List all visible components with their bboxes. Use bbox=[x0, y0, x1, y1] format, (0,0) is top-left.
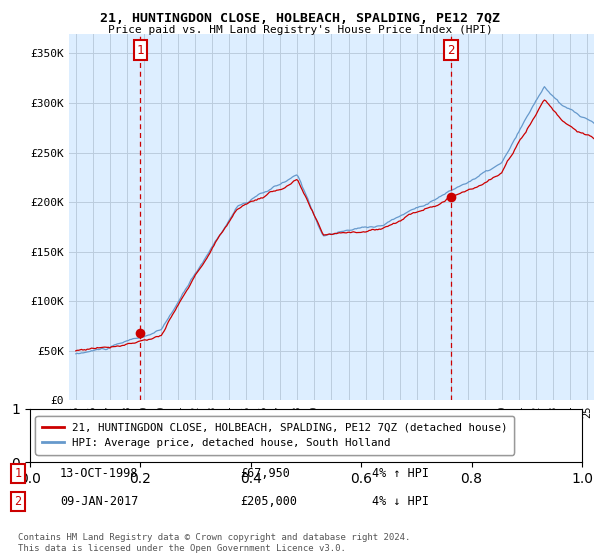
Text: 2: 2 bbox=[448, 44, 455, 57]
Text: 21, HUNTINGDON CLOSE, HOLBEACH, SPALDING, PE12 7QZ: 21, HUNTINGDON CLOSE, HOLBEACH, SPALDING… bbox=[100, 12, 500, 25]
Text: 2: 2 bbox=[14, 494, 22, 508]
Legend: 21, HUNTINGDON CLOSE, HOLBEACH, SPALDING, PE12 7QZ (detached house), HPI: Averag: 21, HUNTINGDON CLOSE, HOLBEACH, SPALDING… bbox=[35, 416, 514, 455]
Text: 13-OCT-1998: 13-OCT-1998 bbox=[60, 466, 139, 480]
Text: 4% ↓ HPI: 4% ↓ HPI bbox=[372, 494, 429, 508]
Text: £67,950: £67,950 bbox=[240, 466, 290, 480]
Text: 4% ↑ HPI: 4% ↑ HPI bbox=[372, 466, 429, 480]
Text: Contains HM Land Registry data © Crown copyright and database right 2024.
This d: Contains HM Land Registry data © Crown c… bbox=[18, 533, 410, 553]
Text: 1: 1 bbox=[137, 44, 144, 57]
Text: 1: 1 bbox=[14, 466, 22, 480]
Text: £205,000: £205,000 bbox=[240, 494, 297, 508]
Text: Price paid vs. HM Land Registry's House Price Index (HPI): Price paid vs. HM Land Registry's House … bbox=[107, 25, 493, 35]
Text: 09-JAN-2017: 09-JAN-2017 bbox=[60, 494, 139, 508]
